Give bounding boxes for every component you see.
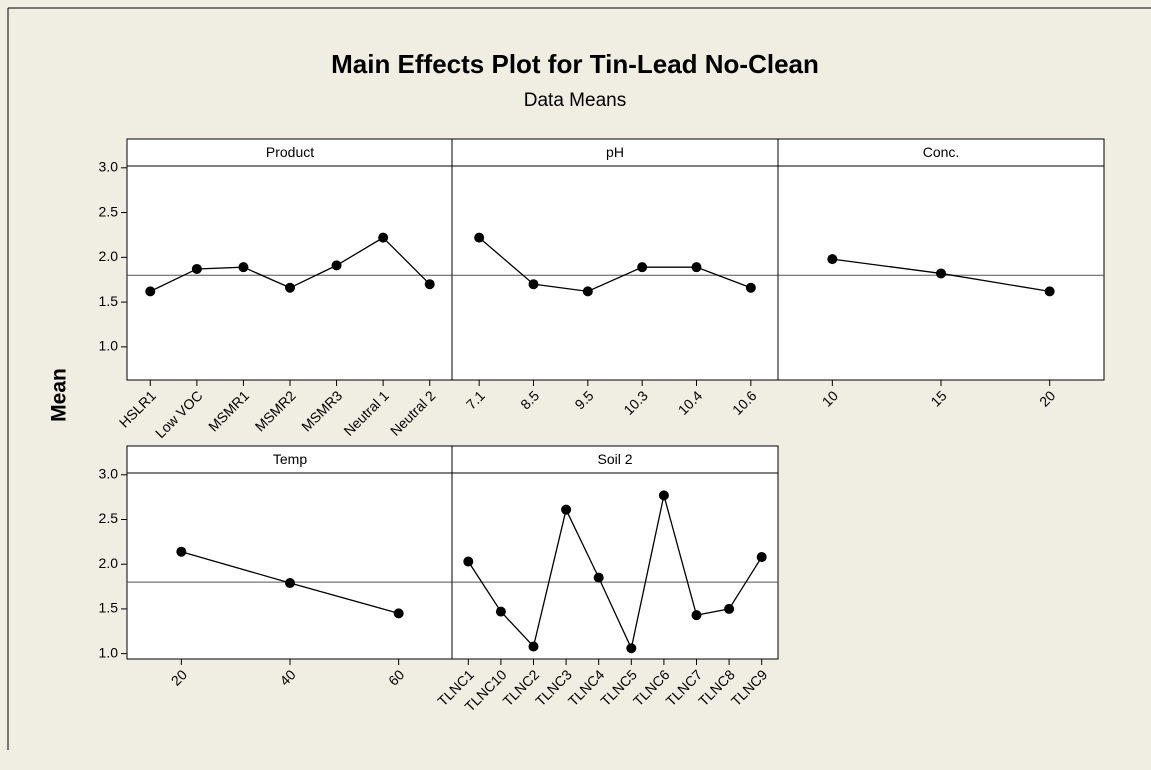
panel-strip	[777, 138, 1105, 167]
y-tick-label: 3.0	[99, 158, 119, 174]
plot-area	[451, 165, 779, 381]
y-tick-label: 1.0	[99, 338, 119, 354]
point	[936, 268, 946, 279]
point	[285, 282, 295, 293]
point	[528, 279, 539, 290]
point	[745, 282, 756, 293]
point	[691, 262, 702, 273]
point	[424, 279, 435, 290]
point	[561, 504, 572, 515]
effect-line	[467, 495, 763, 651]
y-tick-label: 1.5	[99, 293, 119, 309]
panel-strip	[451, 445, 779, 474]
point	[637, 262, 648, 273]
panel-strip	[126, 138, 454, 167]
panel-strip	[451, 138, 779, 167]
y-tick-label: 2.0	[99, 248, 119, 264]
plot-area	[451, 472, 779, 660]
point	[238, 262, 249, 273]
plot-area	[126, 472, 454, 660]
point	[331, 260, 342, 271]
y-tick-label: 2.5	[99, 203, 119, 219]
point	[176, 546, 187, 557]
panel-title: Temp	[273, 451, 307, 467]
point	[724, 603, 735, 614]
point	[827, 254, 838, 265]
point	[285, 577, 295, 588]
chart-subtitle: Data Means	[524, 90, 626, 111]
y-tick-label: 3.0	[99, 465, 119, 481]
panel-strip	[126, 445, 454, 474]
y-tick-label: 2.5	[99, 510, 119, 526]
point	[191, 263, 202, 274]
point	[495, 606, 506, 617]
point	[474, 232, 485, 243]
point	[528, 641, 539, 652]
y-tick-label: 2.0	[99, 555, 119, 571]
panel-title: Conc.	[923, 144, 960, 160]
y-axis-label: Mean	[48, 368, 71, 422]
point	[145, 286, 156, 297]
point	[393, 608, 404, 619]
plot-area	[126, 165, 454, 381]
effect-line	[478, 237, 752, 293]
point	[593, 572, 604, 583]
panel-title: Product	[266, 144, 314, 160]
y-tick-label: 1.0	[99, 644, 119, 660]
y-tick-label: 1.5	[99, 600, 119, 616]
panel-title: Soil 2	[597, 451, 632, 467]
point	[626, 643, 637, 654]
panel-title: pH	[606, 144, 624, 160]
point	[378, 232, 389, 243]
point	[756, 552, 767, 563]
point	[691, 610, 702, 621]
point	[582, 286, 593, 297]
point	[658, 490, 669, 501]
chart-title: Main Effects Plot for Tin-Lead No-Clean	[331, 49, 819, 79]
point	[463, 556, 474, 567]
point	[1044, 286, 1055, 297]
